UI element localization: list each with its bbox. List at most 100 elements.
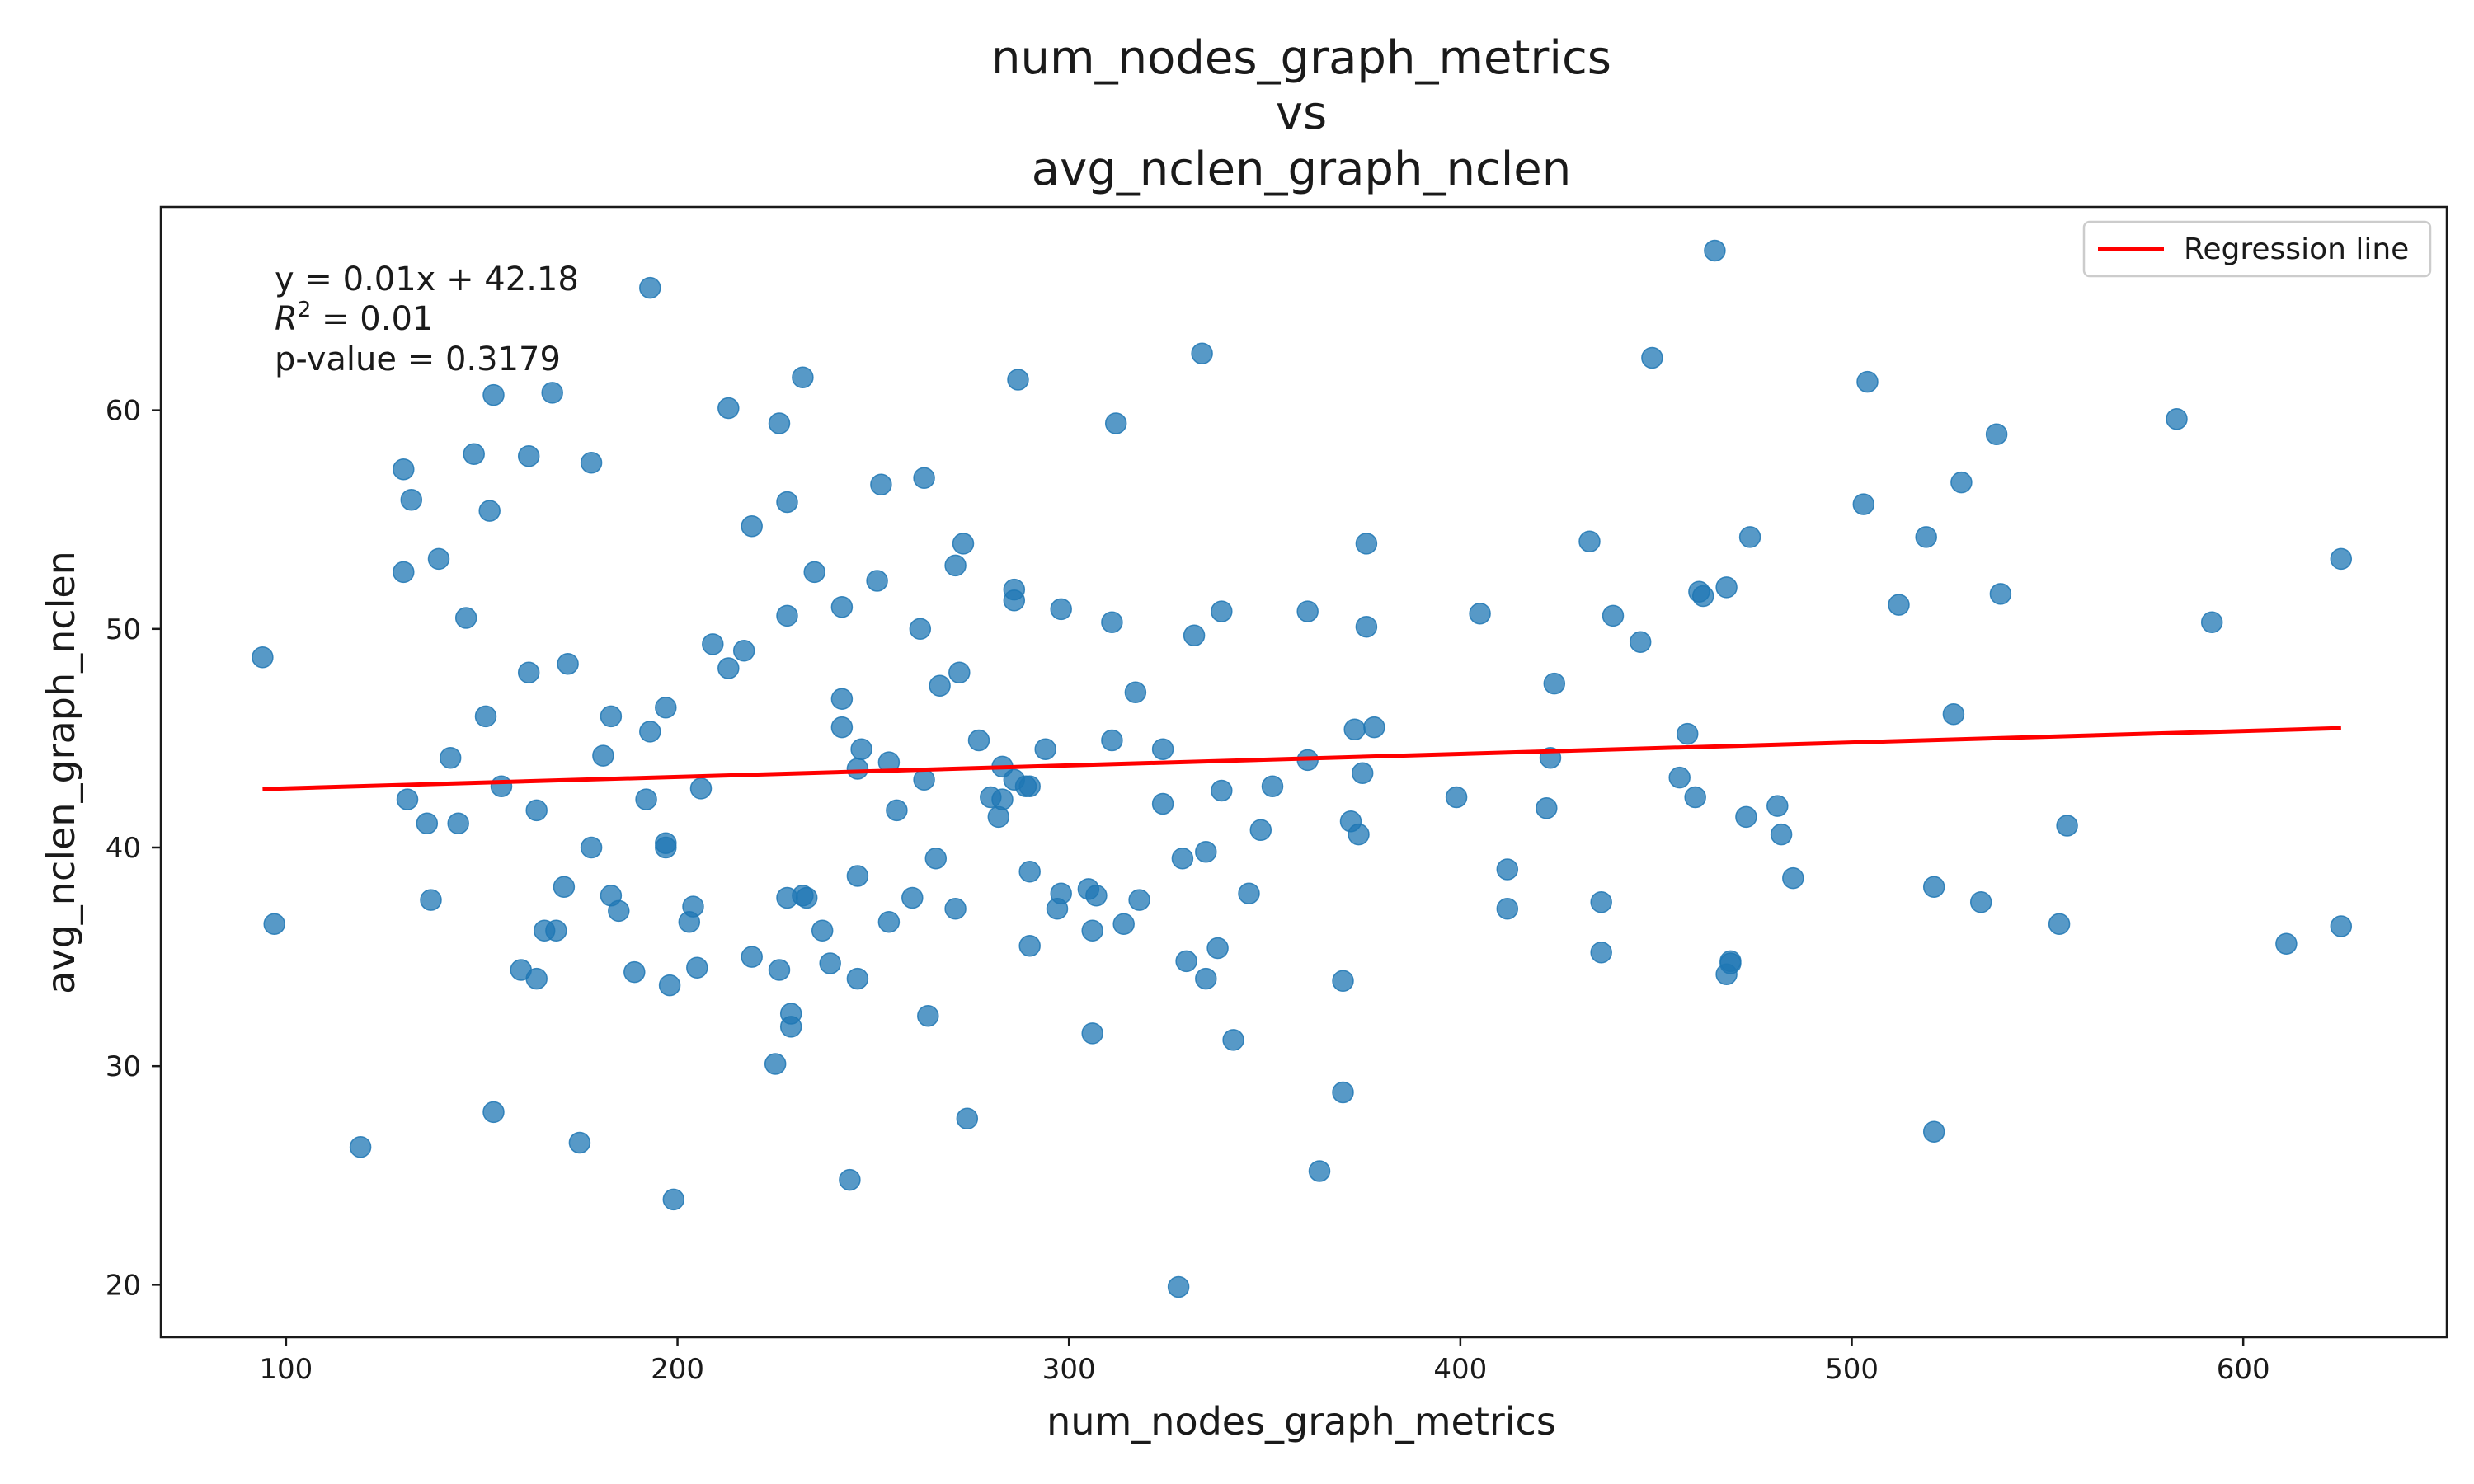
data-point-22 [525,967,548,990]
data-point-102 [1007,369,1029,391]
data-point-83 [909,618,932,641]
data-point-192 [2275,932,2298,955]
p-value-text: p-value = 0.3179 [275,340,561,378]
data-point-16 [482,383,505,406]
legend-label-regression: Regression line [2184,232,2409,266]
data-point-72 [839,1168,861,1191]
data-point-0 [252,646,274,669]
data-point-113 [1081,919,1103,942]
data-point-66 [803,561,825,584]
data-point-2 [349,1136,372,1158]
data-point-56 [768,959,791,981]
data-point-65 [795,886,818,909]
data-point-140 [1332,970,1354,993]
data-point-110 [1050,882,1072,904]
data-point-18 [490,775,513,797]
data-point-47 [686,956,708,979]
data-point-180 [1915,526,1937,548]
data-point-84 [913,467,935,490]
data-point-27 [553,876,576,898]
data-point-43 [658,974,681,997]
data-point-9 [427,547,450,571]
data-point-90 [944,897,967,920]
data-point-77 [866,570,888,592]
data-point-76 [850,738,872,760]
x-tick-label-1: 200 [651,1353,704,1386]
y-axis-ticks: 20 30 40 50 60 [106,395,161,1302]
data-point-194 [2330,915,2353,937]
data-point-105 [1018,935,1041,957]
data-point-167 [1704,239,1726,262]
y-tick-label-4: 60 [106,395,141,428]
x-tick-label-3: 400 [1433,1353,1487,1386]
data-point-87 [924,847,948,870]
data-point-7 [416,812,439,835]
data-point-133 [1222,1029,1244,1051]
x-tick-label-0: 100 [259,1353,313,1386]
data-point-121 [1151,792,1174,815]
regression-line [262,726,2341,791]
data-point-166 [1691,585,1714,608]
data-point-112 [1081,1022,1103,1045]
data-point-188 [2048,913,2071,936]
data-point-40 [655,697,677,719]
y-tick-label-1: 30 [106,1050,141,1083]
data-point-29 [568,1131,591,1154]
data-point-75 [846,967,869,990]
data-point-67 [811,919,834,942]
data-point-143 [1343,718,1366,741]
stats-annotation: y = 0.01x + 42.18 R2 = 0.01 p-value = 0.… [275,261,579,378]
data-point-78 [870,473,892,496]
data-point-104 [1018,775,1041,797]
data-point-92 [952,533,975,555]
data-point-55 [764,1053,787,1075]
data-point-59 [776,604,798,627]
data-point-13 [463,443,485,465]
data-point-86 [917,1004,939,1027]
data-point-71 [830,716,854,739]
data-point-119 [1124,681,1147,703]
data-point-172 [1735,805,1757,829]
data-point-129 [1195,841,1217,863]
data-point-48 [689,777,713,800]
data-point-148 [1363,716,1385,739]
data-point-147 [1355,615,1378,638]
data-point-190 [2166,407,2188,430]
data-point-130 [1206,937,1229,960]
y-axis-label: avg_nclen_graph_nclen [39,551,83,994]
data-point-11 [447,812,469,835]
data-point-126 [1183,624,1206,647]
data-point-158 [1590,942,1612,964]
data-point-38 [639,721,661,743]
data-point-168 [1715,576,1738,599]
data-point-193 [2330,547,2353,571]
legend-box [2082,220,2432,278]
r-squared-value: = 0.01 [311,300,433,338]
data-point-80 [877,910,901,933]
data-point-10 [439,747,462,769]
data-point-134 [1238,882,1260,904]
data-point-160 [1629,631,1652,653]
data-point-174 [1766,795,1789,817]
data-point-120 [1128,889,1150,911]
data-point-89 [944,554,967,577]
regression-layer [262,726,2341,791]
data-point-159 [1602,604,1625,627]
data-point-185 [1969,891,1992,913]
data-point-181 [1922,876,1945,898]
data-point-173 [1738,526,1761,548]
data-point-20 [517,445,540,467]
data-point-157 [1590,891,1612,913]
data-point-115 [1101,611,1123,634]
data-point-178 [1856,370,1879,393]
data-point-70 [830,688,854,710]
data-point-100 [1003,589,1026,612]
data-point-191 [2200,611,2223,634]
data-point-30 [580,452,603,474]
title-line-2: vs [1276,87,1327,140]
data-point-182 [1922,1120,1945,1143]
legend: Regression line [2082,220,2432,278]
data-point-137 [1296,600,1319,622]
data-point-21 [517,661,540,684]
